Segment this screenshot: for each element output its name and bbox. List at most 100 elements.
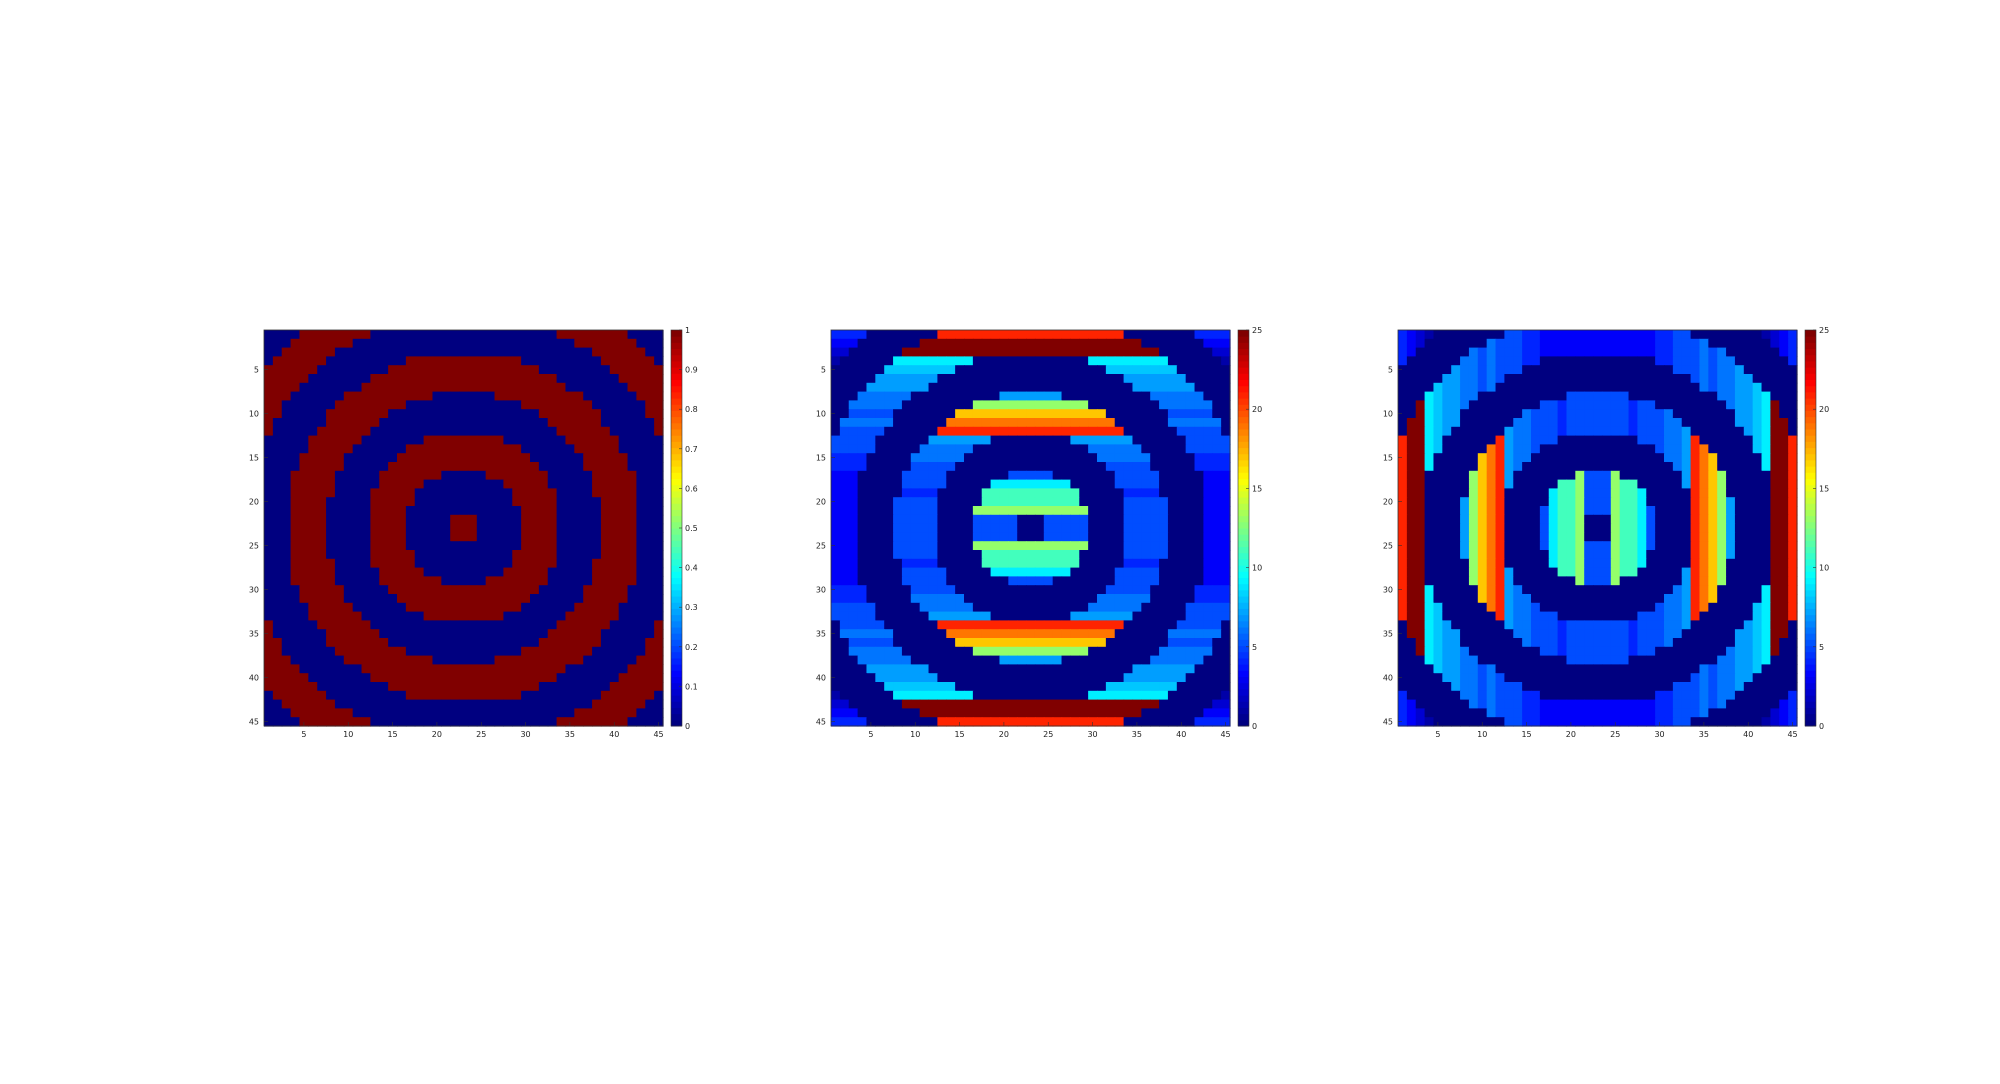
heatmap-cell	[405, 708, 416, 718]
heatmap-cell	[423, 382, 434, 393]
heatmap-cell	[1088, 690, 1098, 701]
heatmap-cell	[1690, 391, 1701, 401]
heatmap-cell	[618, 602, 629, 613]
heatmap-cell	[1070, 611, 1080, 621]
heatmap-cell	[618, 470, 629, 481]
heatmap-cell	[1123, 690, 1134, 701]
heatmap-cell	[574, 594, 584, 604]
heatmap-cell	[1185, 426, 1196, 437]
heatmap-cell	[1034, 576, 1045, 586]
heatmap-cell	[1548, 365, 1559, 375]
heatmap-cell	[866, 356, 876, 366]
heatmap-cell	[1150, 453, 1160, 463]
heatmap-cell	[839, 391, 850, 401]
heatmap-cell	[556, 541, 567, 551]
heatmap-cell	[512, 418, 522, 428]
heatmap-cell	[538, 664, 549, 674]
heatmap-cell	[839, 611, 850, 621]
heatmap-cell	[1141, 585, 1151, 595]
heatmap-cell	[530, 330, 540, 340]
heatmap-cell	[423, 356, 434, 366]
heatmap-cell	[592, 356, 602, 366]
heatmap-cell	[1043, 550, 1054, 560]
heatmap-cell	[1097, 585, 1107, 595]
heatmap-cell	[1123, 426, 1134, 437]
heatmap-cell	[1690, 400, 1701, 410]
heatmap-cell	[1132, 400, 1142, 410]
heatmap-cell	[866, 365, 876, 375]
heatmap-cell	[308, 338, 318, 349]
heatmap-cell	[441, 558, 451, 569]
heatmap-cell	[1779, 330, 1789, 340]
heatmap-cell	[343, 365, 354, 375]
heatmap-cell	[299, 620, 309, 630]
heatmap-cell	[432, 382, 442, 393]
heatmap-cell	[352, 620, 363, 630]
heatmap-cell	[1593, 462, 1603, 472]
heatmap-cell	[317, 620, 327, 630]
heatmap-cell	[583, 629, 593, 639]
heatmap-cell	[450, 629, 460, 639]
heatmap-cell	[1601, 365, 1612, 375]
heatmap-cell	[600, 462, 611, 472]
heatmap-cell	[937, 488, 947, 498]
heatmap-cell	[999, 470, 1009, 481]
heatmap-cell	[1779, 382, 1789, 393]
heatmap-cell	[627, 330, 637, 340]
colorbar-segment	[671, 472, 682, 479]
heatmap-cell	[1779, 426, 1789, 437]
heatmap-cell	[1185, 330, 1196, 340]
heatmap-cell	[1513, 356, 1523, 366]
heatmap-cell	[1681, 347, 1692, 357]
heatmap-cell	[645, 682, 655, 692]
heatmap-cell	[512, 382, 522, 393]
heatmap-cell	[831, 611, 841, 621]
heatmap-cell	[1203, 708, 1213, 718]
colorbar-segment	[671, 664, 682, 671]
heatmap-cell	[1088, 602, 1098, 613]
heatmap-cell	[893, 418, 903, 428]
heatmap-cell	[1052, 708, 1063, 718]
heatmap-cell	[1619, 338, 1630, 349]
heatmap-cell	[1504, 418, 1514, 428]
heatmap-cell	[1221, 523, 1231, 533]
heatmap-cell	[981, 488, 992, 498]
heatmap-cell	[1079, 462, 1089, 472]
heatmap-cell	[1043, 673, 1054, 683]
heatmap-cell	[1150, 506, 1160, 516]
heatmap-cell	[547, 374, 558, 384]
heatmap-cell	[521, 356, 531, 366]
heatmap-cell	[423, 338, 434, 349]
heatmap-cell	[1123, 576, 1134, 586]
heatmap-cell	[281, 690, 292, 701]
heatmap-cell	[654, 479, 664, 489]
heatmap-cell	[370, 338, 380, 349]
heatmap-cell	[272, 479, 283, 489]
heatmap-cell	[565, 567, 575, 577]
heatmap-cell	[972, 620, 983, 630]
heatmap-cell	[1708, 391, 1718, 401]
heatmap-cell	[299, 664, 309, 674]
heatmap-cell	[919, 462, 930, 472]
heatmap-cell	[574, 488, 584, 498]
heatmap-cell	[857, 479, 868, 489]
heatmap-cell	[1681, 409, 1692, 419]
heatmap-cell	[512, 497, 522, 507]
heatmap-cell	[565, 576, 575, 586]
heatmap-cell	[459, 682, 469, 692]
heatmap-cell	[414, 664, 425, 674]
heatmap-cell	[476, 514, 487, 525]
heatmap-cell	[981, 374, 992, 384]
heatmap-cell	[600, 338, 611, 349]
heatmap-cell	[1159, 532, 1169, 542]
heatmap-cell	[414, 717, 425, 727]
heatmap-cell	[964, 330, 974, 340]
heatmap-cell	[405, 479, 416, 489]
heatmap-cell	[1026, 620, 1036, 630]
heatmap-cell	[1070, 717, 1080, 727]
heatmap-cell	[503, 391, 513, 401]
heatmap-cell	[1699, 365, 1709, 375]
heatmap-cell	[919, 567, 930, 577]
heatmap-cell	[1690, 356, 1701, 366]
heatmap-cell	[1132, 532, 1142, 542]
